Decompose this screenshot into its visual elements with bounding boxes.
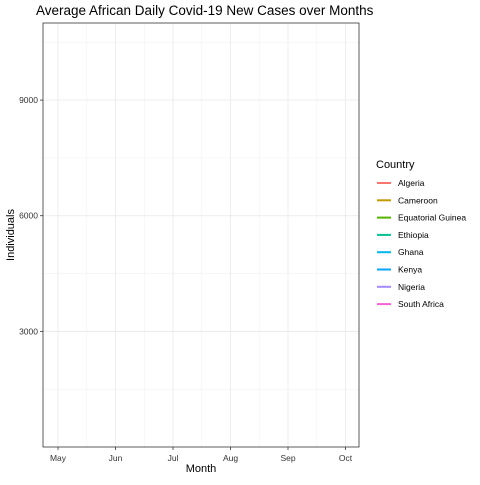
x-tick-label: Oct	[339, 453, 353, 463]
y-axis: 3000 6000 9000	[19, 95, 43, 336]
legend-label: Ghana	[398, 247, 424, 257]
plot-panel-border	[42, 22, 360, 448]
legend: Country Algeria Cameroon Equatorial Guinea…	[376, 159, 466, 309]
legend-label: Nigeria	[398, 282, 425, 292]
x-tick-label: Sep	[280, 453, 295, 463]
x-axis: May Jun Jul Aug Sep Oct	[50, 447, 353, 463]
y-tick-label: 3000	[19, 326, 38, 336]
x-tick-label: Jul	[168, 453, 179, 463]
legend-label: Algeria	[398, 178, 425, 188]
x-tick-label: May	[50, 453, 67, 463]
x-axis-title: Month	[186, 463, 217, 475]
legend-title: Country	[376, 159, 415, 171]
grid	[43, 23, 359, 447]
legend-label: Cameroon	[398, 195, 438, 205]
y-axis-title: Individuals	[5, 209, 17, 261]
x-tick-label: Jun	[109, 453, 123, 463]
y-tick-label: 6000	[19, 211, 38, 221]
legend-items: Algeria Cameroon Equatorial Guinea Ethiopia…	[377, 178, 466, 309]
legend-label: South Africa	[398, 299, 444, 309]
legend-label: Kenya	[398, 265, 422, 275]
chart-title: Average African Daily Covid-19 New Cases…	[36, 3, 374, 18]
x-tick-label: Aug	[223, 453, 238, 463]
legend-label: Ethiopia	[398, 230, 429, 240]
legend-label: Equatorial Guinea	[398, 213, 466, 223]
y-tick-label: 9000	[19, 95, 38, 105]
